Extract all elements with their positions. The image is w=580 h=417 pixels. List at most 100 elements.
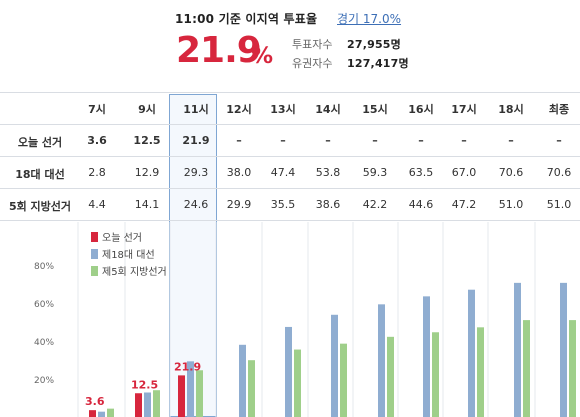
row-label: 오늘 선거 [17,136,63,149]
table-cell: 44.6 [408,198,434,211]
bar-1-10 [560,282,567,417]
y-tick-label: 60% [34,300,54,310]
column-header: 15시 [362,103,388,116]
bar-1-1 [144,392,151,417]
bar-2-5 [340,343,347,417]
legend-swatch [91,266,98,276]
turnout-header: 11:00 기준 이지역 투표율 경기 17.0% 21.9 % 투표자수 27… [0,0,580,92]
table-cell: 38.6 [315,198,341,211]
eligible-value: 127,417명 [347,57,409,70]
table-cell: 12.9 [134,166,160,179]
bar-1-4 [285,326,292,417]
table-cell: 21.9 [182,134,210,147]
bar-1-9 [514,282,521,417]
table-divider [0,124,580,125]
table-divider [0,220,580,221]
data-label: 21.9 [174,360,201,373]
table-divider [0,156,580,157]
region-turnout-link[interactable]: 경기 17.0% [337,12,402,26]
table-cell: 51.0 [498,198,524,211]
header-title: 11:00 기준 이지역 투표율 [175,12,318,26]
table-cell: 59.3 [362,166,388,179]
row-label: 18대 대선 [15,168,65,181]
column-header: 18시 [498,103,524,116]
table-cell: 14.1 [134,198,160,211]
table-cell: 12.5 [133,134,161,147]
table-cell: 42.2 [362,198,388,211]
table-cell: – [418,134,424,147]
table-divider [0,92,580,93]
bar-2-3 [248,360,255,417]
bar-1-0 [98,411,105,417]
turnout-rate: 21.9 [176,30,262,71]
table-cell: 3.6 [87,134,107,147]
table-cell: 67.0 [451,166,477,179]
voters-label: 투표자수 [292,38,333,51]
table-cell: – [236,134,242,147]
y-tick-label: 40% [34,338,54,348]
eligible-label: 유권자수 [292,57,333,70]
column-header: 13시 [270,103,296,116]
table-cell: – [372,134,378,147]
bar-1-6 [378,304,385,417]
table-cell: 70.6 [546,166,572,179]
legend-label: 제18대 대선 [102,249,155,261]
bar-2-2 [196,370,203,417]
table-cell: 38.0 [226,166,252,179]
table-cell: 51.0 [546,198,572,211]
voters-value: 27,955명 [347,38,401,51]
bar-2-8 [477,327,484,417]
bar-1-7 [423,296,430,417]
column-header: 9시 [138,103,156,116]
row-label: 5회 지방선거 [8,200,72,213]
bar-1-2 [187,361,194,417]
bar-1-5 [331,314,338,417]
bar-2-10 [569,320,576,417]
table-cell: 2.8 [88,166,106,179]
table-cell: 47.2 [451,198,477,211]
table-cell: – [556,134,562,147]
table-cell: 70.6 [498,166,524,179]
bar-1-8 [468,289,475,417]
table-cell: 24.6 [183,198,209,211]
bar-2-0 [107,408,114,417]
table-cell: 29.3 [183,166,209,179]
table-cell: – [508,134,514,147]
bar-1-3 [239,344,246,417]
table-cell: 4.4 [88,198,106,211]
data-label: 12.5 [131,378,158,391]
table-divider [0,188,580,189]
table-cell: 29.9 [226,198,252,211]
column-header: 14시 [315,103,341,116]
bar-0-0 [89,410,96,417]
table-cell: 53.8 [315,166,341,179]
table-cell: – [461,134,467,147]
table-cell: 63.5 [408,166,434,179]
legend-swatch [91,232,98,242]
legend-swatch [91,249,98,259]
legend-label: 제5회 지방선거 [102,266,167,278]
column-header: 최종 [548,103,570,116]
y-tick-label: 20% [34,376,54,386]
bar-0-2 [178,375,185,417]
column-header: 7시 [88,103,106,116]
table-cell: – [325,134,331,147]
table-cell: 47.4 [270,166,296,179]
column-header: 17시 [451,103,477,116]
column-header: 16시 [408,103,434,116]
bar-2-4 [294,349,301,417]
table-cell: – [280,134,286,147]
y-tick-label: 80% [34,262,54,272]
bar-2-6 [387,336,394,417]
bar-2-1 [153,390,160,417]
bar-2-7 [432,332,439,417]
data-label: 3.6 [85,395,105,408]
legend-label: 오늘 선거 [102,232,142,244]
column-header: 11시 [183,103,209,116]
column-header: 12시 [226,103,252,116]
bar-0-1 [135,393,142,417]
table-cell: 35.5 [270,198,296,211]
turnout-rate-unit: % [251,44,274,69]
bar-2-9 [523,320,530,417]
